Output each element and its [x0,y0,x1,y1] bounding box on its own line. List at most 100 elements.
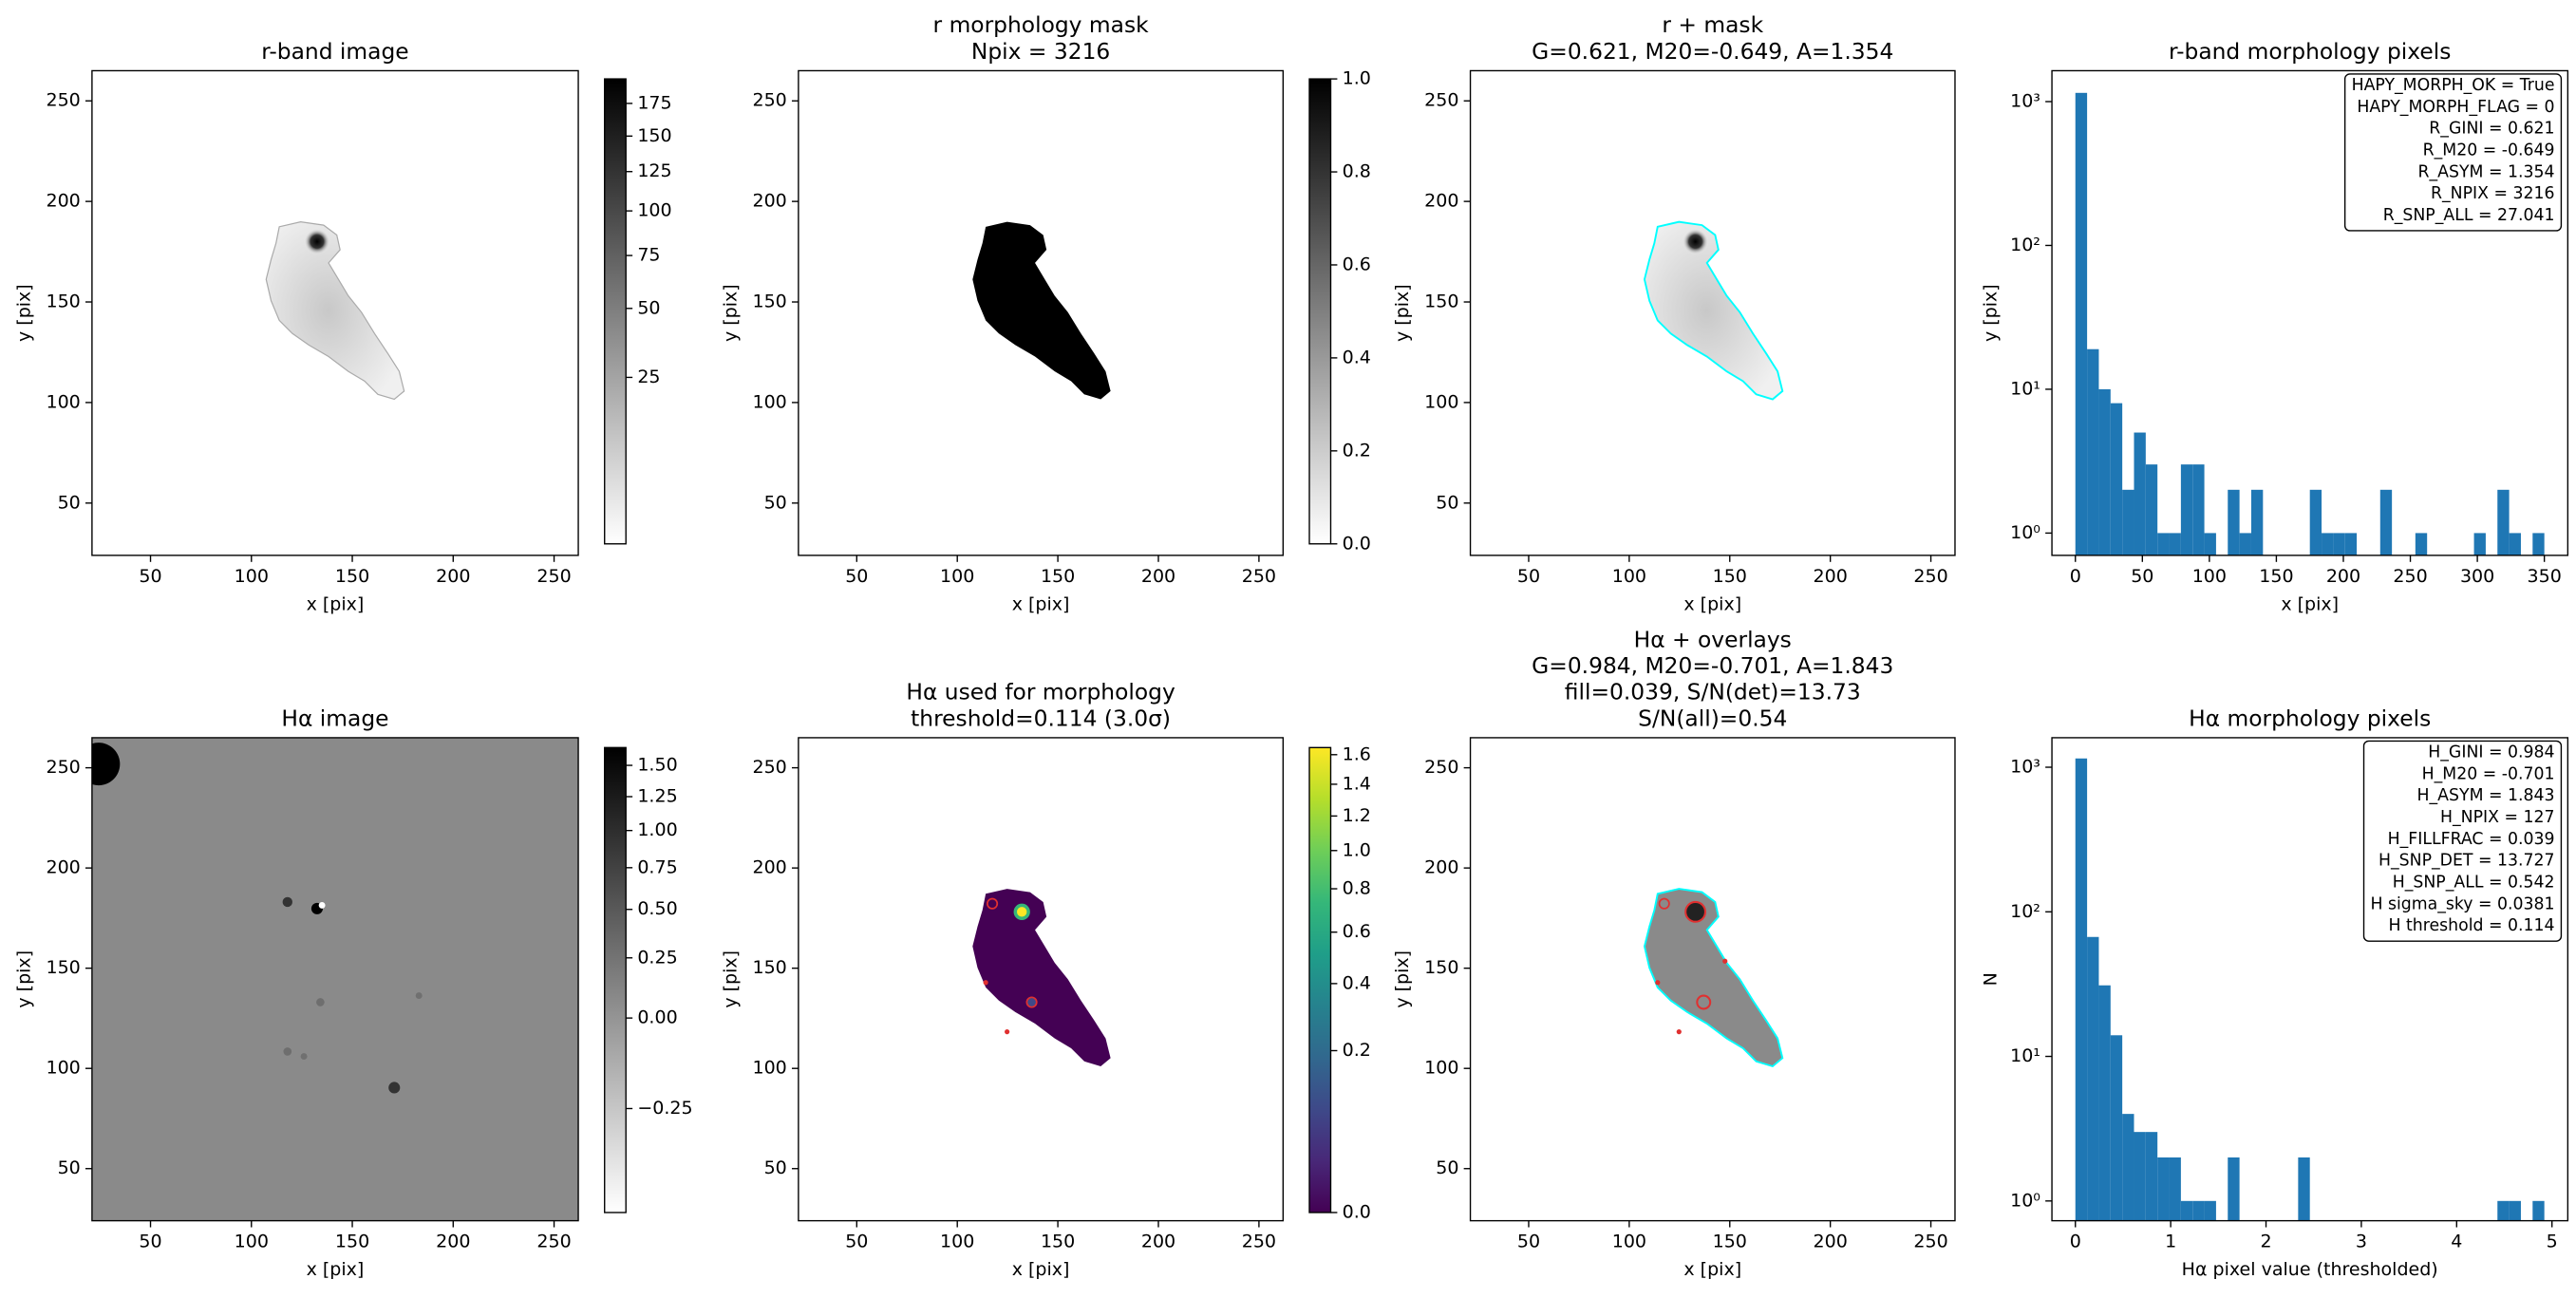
hist-bar [2344,533,2358,555]
hist-bar [2192,1200,2205,1221]
x-tick-label: 200 [1814,1232,1848,1252]
stats-line: HAPY_MORPH_FLAG = 0 [2357,98,2554,117]
colorbar [604,746,627,1213]
stats-line: H_ASYM = 1.843 [2417,786,2555,805]
galaxy-overlay [1644,888,1784,1067]
hist-bar [2333,533,2345,555]
x-axis-label: Hα pixel value (thresholded) [2182,1259,2438,1280]
y-tick-label: 10² [2010,235,2040,255]
source [300,1053,308,1061]
x-tick-label: 100 [1612,1232,1646,1252]
hist-bar [2122,489,2134,555]
hist-bar [2298,1157,2310,1221]
y-tick-label: 250 [752,90,786,111]
y-tick-label: 50 [764,1157,787,1178]
y-tick-label: 250 [1424,757,1458,778]
panel-title: G=0.984, M20=-0.701, A=1.843 [1532,652,1893,679]
y-axis-label: y [pix] [1392,284,1413,342]
y-tick-label: 100 [752,1058,786,1079]
hist-bar [2228,489,2240,555]
x-tick-label: 100 [940,1232,974,1252]
panel-title: r-band morphology pixels [2169,38,2451,65]
stats-line: H sigma_sky = 0.0381 [2370,894,2554,913]
hist-bar [2087,348,2099,555]
hist-bar [2110,1035,2123,1221]
x-tick-label: 50 [845,1232,868,1252]
y-tick-label: 10⁰ [2010,522,2040,543]
stats-line: H_GINI = 0.984 [2428,743,2554,762]
stats-line: R_ASYM = 1.354 [2418,162,2555,181]
x-tick-label: 100 [235,566,269,587]
hist-bar [2250,489,2264,555]
panel-title: r-band image [261,38,408,65]
hist-bar [2497,489,2510,555]
x-tick-label: 100 [2192,566,2227,587]
colorbar-tick-label: 0.25 [637,947,677,968]
x-tick-label: 50 [139,1232,161,1252]
x-tick-label: 200 [2326,566,2360,587]
x-tick-label: 350 [2528,566,2562,587]
hist-bar [2098,388,2111,555]
colorbar-tick-label: 1.0 [1343,68,1371,89]
y-tick-label: 100 [46,1058,80,1079]
y-tick-label: 10¹ [2010,1045,2040,1066]
halpha-image [91,737,579,1221]
x-tick-label: 250 [536,1232,571,1252]
x-tick-label: 1 [2165,1232,2176,1252]
star [91,743,121,786]
colorbar-tick-label: 0.8 [1343,878,1371,899]
y-tick-label: 50 [1436,492,1458,513]
y-tick-label: 50 [1436,1157,1458,1178]
x-axis-label: x [pix] [307,1259,365,1280]
stats-line: R_SNP_ALL = 27.041 [2383,206,2555,225]
halpha-background [91,737,579,1221]
axes-frame [2051,737,2569,1222]
y-tick-label: 100 [46,391,80,412]
colorbar-tick-label: 0.00 [637,1007,677,1028]
x-axis-label: x [pix] [1683,593,1741,614]
hist-bar [2075,758,2088,1221]
x-tick-label: 250 [2393,566,2427,587]
contour [1722,958,1728,964]
hist-bar [2309,489,2322,555]
source [388,1082,401,1094]
y-tick-label: 10² [2010,901,2040,922]
x-tick-label: 50 [845,566,868,587]
y-tick-label: 50 [58,1157,81,1178]
x-tick-label: 200 [1141,566,1175,587]
panel-title: G=0.621, M20=-0.649, A=1.354 [1532,38,1893,65]
hist-bar [2169,533,2181,555]
hist-bar [2322,533,2334,555]
hist-bar [2157,1157,2170,1221]
colorbar-tick-label: 125 [637,160,671,181]
stats-line: H_FILLFRAC = 0.039 [2388,830,2555,849]
panel-title: Hα used for morphology [906,679,1175,705]
stats-line: H_SNP_DET = 13.727 [2379,852,2554,871]
source [415,992,423,1000]
colorbar [1308,78,1332,545]
y-tick-label: 100 [752,391,786,412]
x-tick-label: 3 [2356,1232,2367,1252]
x-tick-label: 50 [1517,1232,1540,1252]
y-tick-label: 100 [1424,1058,1458,1079]
hist-bar [2157,533,2170,555]
axes-frame [1469,737,1956,1222]
x-tick-label: 50 [139,566,161,587]
x-tick-label: 50 [1517,566,1540,587]
y-axis-label: y [pix] [13,950,34,1008]
axes-frame [1469,69,1956,556]
stats-line: HAPY_MORPH_OK = True [2352,76,2555,95]
hist-bar [2098,985,2111,1221]
colorbar-tick-label: 1.2 [1343,805,1371,826]
hist-bar [2497,1200,2510,1221]
colorbar-tick-label: 0.0 [1343,1201,1371,1222]
y-tick-label: 250 [752,757,786,778]
axes-frame [798,737,1285,1222]
colorbar-tick-label: 150 [637,125,671,146]
x-tick-label: 250 [1913,566,1947,587]
source [283,1047,292,1056]
y-tick-label: 100 [1424,391,1458,412]
y-axis-label: y [pix] [1392,950,1413,1008]
hist-bar [2415,533,2428,555]
